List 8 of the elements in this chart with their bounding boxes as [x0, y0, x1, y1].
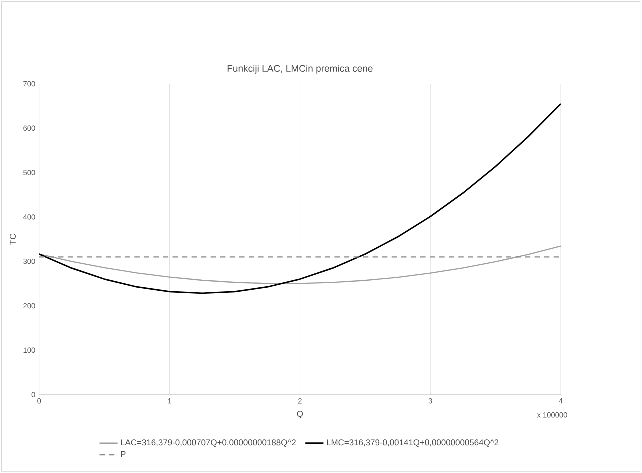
line-series: [38, 246, 562, 284]
y-axis-title: TC: [10, 234, 16, 245]
legend-label: LAC=316,379-0,000707Q+0,00000000188Q^2: [121, 439, 296, 447]
chart-title: Funkciji LAC, LMCin premica cene: [228, 64, 373, 74]
x-axis-title: Q: [297, 410, 304, 418]
line-series: [38, 103, 562, 294]
legend-label: P: [121, 451, 126, 458]
legend-label: LMC=316,379-0,00141Q+0,00000000564Q^2: [327, 439, 499, 447]
